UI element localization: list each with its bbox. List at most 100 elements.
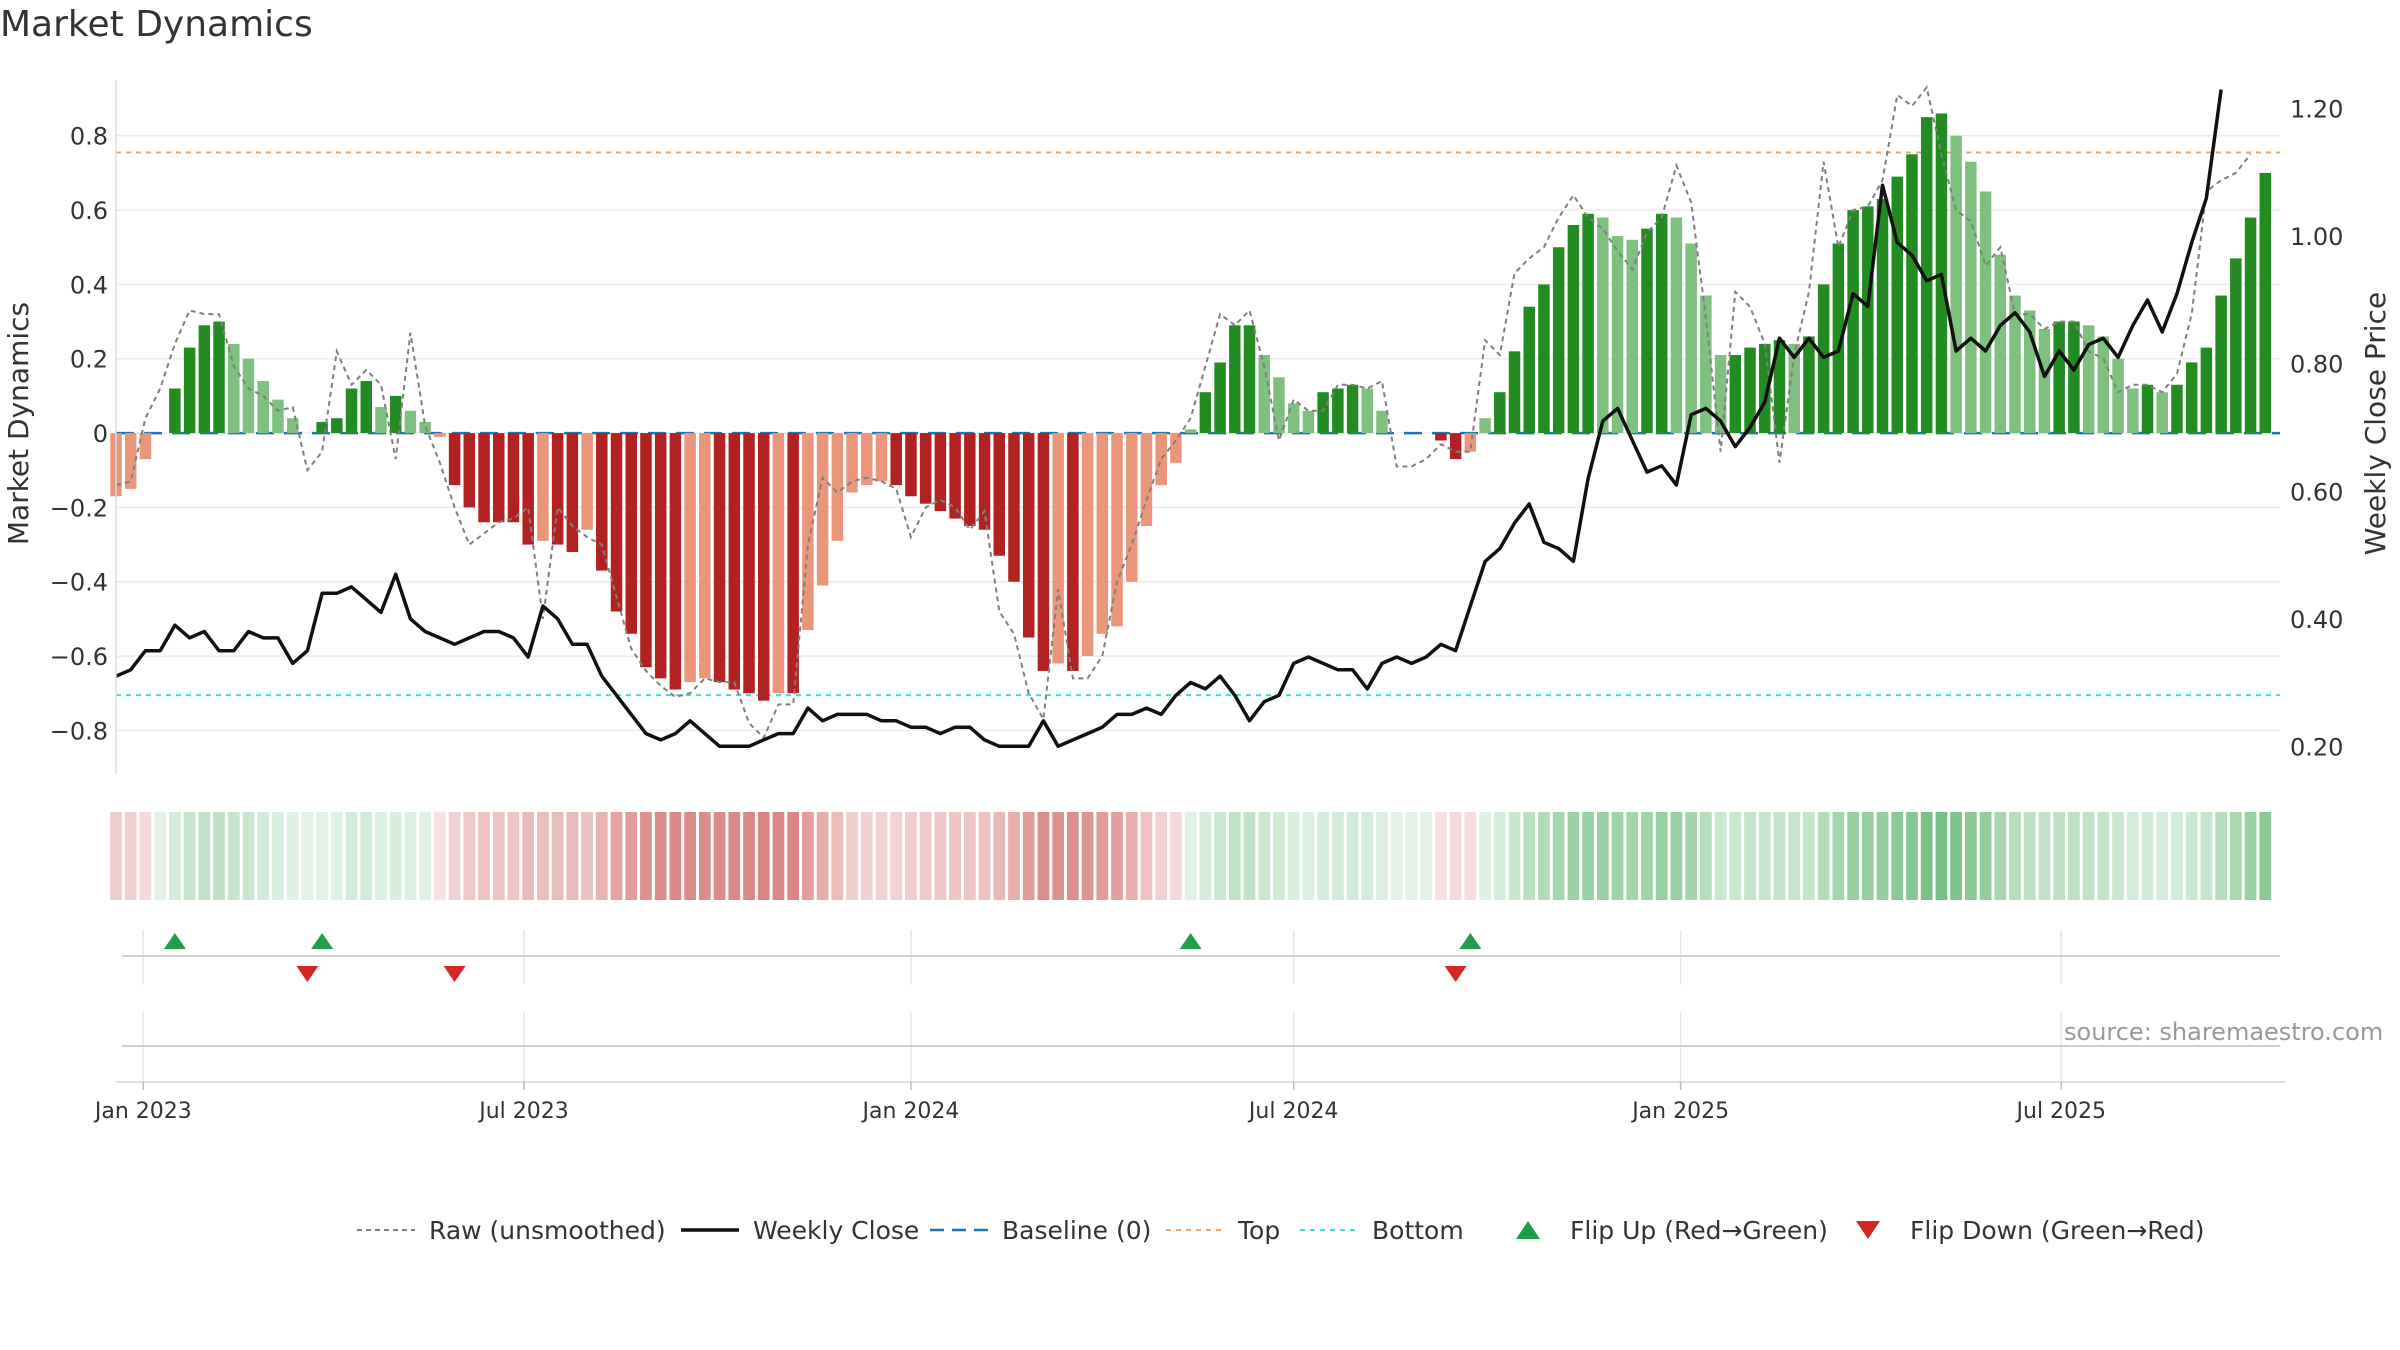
heat-cell [1582, 812, 1594, 900]
heat-cell [345, 812, 358, 900]
heat-cell [1184, 812, 1197, 900]
dynamics-bar [522, 433, 534, 545]
heat-cell [1287, 812, 1300, 900]
dynamics-bar [257, 381, 269, 434]
heat-cell [301, 812, 314, 900]
legend: Raw (unsmoothed) Weekly Close Baseline (0)… [357, 1216, 2205, 1245]
dynamics-bar [1538, 284, 1550, 434]
dynamics-bar [949, 433, 961, 519]
dynamics-bar [1685, 243, 1697, 434]
heat-cell [1803, 812, 1815, 900]
flip-up-marker [1179, 933, 1202, 949]
heat-cell [360, 812, 373, 900]
flip-down-marker [1444, 966, 1467, 982]
dynamics-bar [2009, 295, 2021, 434]
dynamics-bars [110, 113, 2272, 701]
axes: 0.80.60.40.20−0.2−0.4−0.6−0.81.201.000.8… [2, 80, 2392, 775]
dynamics-bar [1950, 135, 1962, 434]
flip-down-marker [296, 966, 319, 982]
raw-line [115, 85, 2252, 740]
dynamics-bar [507, 433, 520, 523]
dynamics-bar [360, 381, 372, 434]
dynamics-bar [713, 433, 726, 683]
dynamics-bar [919, 433, 932, 504]
dynamics-bar [905, 433, 917, 497]
dynamics-bar [1361, 388, 1374, 434]
heat-cell [1361, 812, 1374, 900]
heat-cell [389, 812, 402, 900]
dynamics-bar [2082, 325, 2095, 434]
y2-tick-label: 1.20 [2290, 96, 2343, 124]
heat-cell [1906, 812, 1918, 900]
heat-cell [1449, 812, 1462, 900]
legend-label: Top [1237, 1216, 1280, 1245]
heat-cell [213, 812, 225, 900]
heat-cell [492, 812, 505, 900]
heat-cell [1920, 812, 1933, 900]
dynamics-bar [2127, 388, 2139, 434]
dynamics-bar [684, 433, 696, 683]
dynamics-bar [1523, 306, 1535, 434]
heat-cell [1258, 812, 1271, 900]
heat-cell [404, 812, 417, 900]
dynamics-bar [1258, 355, 1270, 434]
dynamics-bar [1376, 410, 1388, 434]
heat-cell [890, 812, 903, 900]
heat-cell [272, 812, 284, 900]
heat-cell [1596, 812, 1609, 900]
y-tick-label: −0.4 [50, 569, 108, 597]
heat-cell [316, 812, 328, 900]
y2-tick-label: 0.20 [2290, 733, 2343, 761]
heat-cell [183, 812, 196, 900]
heat-cell [1832, 812, 1845, 900]
dynamics-bar [1332, 388, 1344, 434]
heat-cell [713, 812, 726, 900]
dynamics-bar [1214, 362, 1226, 434]
heat-cell [419, 812, 432, 900]
heat-cell [846, 812, 858, 900]
dynamics-bar [1435, 433, 1447, 441]
dynamics-bar [1067, 433, 1079, 671]
heat-cell [1847, 812, 1859, 900]
dynamics-bar [1037, 433, 1050, 671]
heat-cell [787, 812, 800, 900]
heat-cell [1729, 812, 1742, 900]
dynamics-bar [1891, 176, 1903, 434]
heat-cell [1125, 812, 1138, 900]
heat-cell [478, 812, 490, 900]
legend-flip-down-icon [1856, 1221, 1880, 1239]
dynamics-bar [699, 433, 711, 679]
heat-cell [2112, 812, 2124, 900]
heat-cell [1508, 812, 1521, 900]
heat-cell [2038, 812, 2051, 900]
weekly-close-line [115, 89, 2223, 749]
heat-cell [949, 812, 961, 900]
dynamics-bar [1199, 392, 1212, 434]
heat-cell [227, 812, 240, 900]
dynamics-bar [1302, 410, 1315, 434]
heat-cell [257, 812, 270, 900]
heat-cell [2141, 812, 2154, 900]
dynamics-bar [1626, 239, 1639, 434]
heat-cell [728, 812, 741, 900]
dynamics-bar [375, 407, 387, 434]
heat-cell [2244, 812, 2257, 900]
heat-cell [2171, 812, 2183, 900]
dynamics-bar [345, 388, 358, 434]
heat-cell [1788, 812, 1801, 900]
heat-cell [595, 812, 608, 900]
heat-cell [1464, 812, 1477, 900]
heat-cell [566, 812, 579, 900]
heat-cell [1523, 812, 1536, 900]
heat-cell [2185, 812, 2198, 900]
legend-label: Flip Up (Red→Green) [1570, 1216, 1828, 1245]
dynamics-bar [875, 433, 888, 482]
dynamics-bar [478, 433, 490, 523]
dynamics-bar [537, 433, 549, 541]
x-tick-label: Jan 2023 [93, 1099, 192, 1124]
heat-cell [2023, 812, 2036, 900]
y-tick-label: 0 [93, 420, 108, 448]
lower-panel [116, 1012, 2285, 1083]
